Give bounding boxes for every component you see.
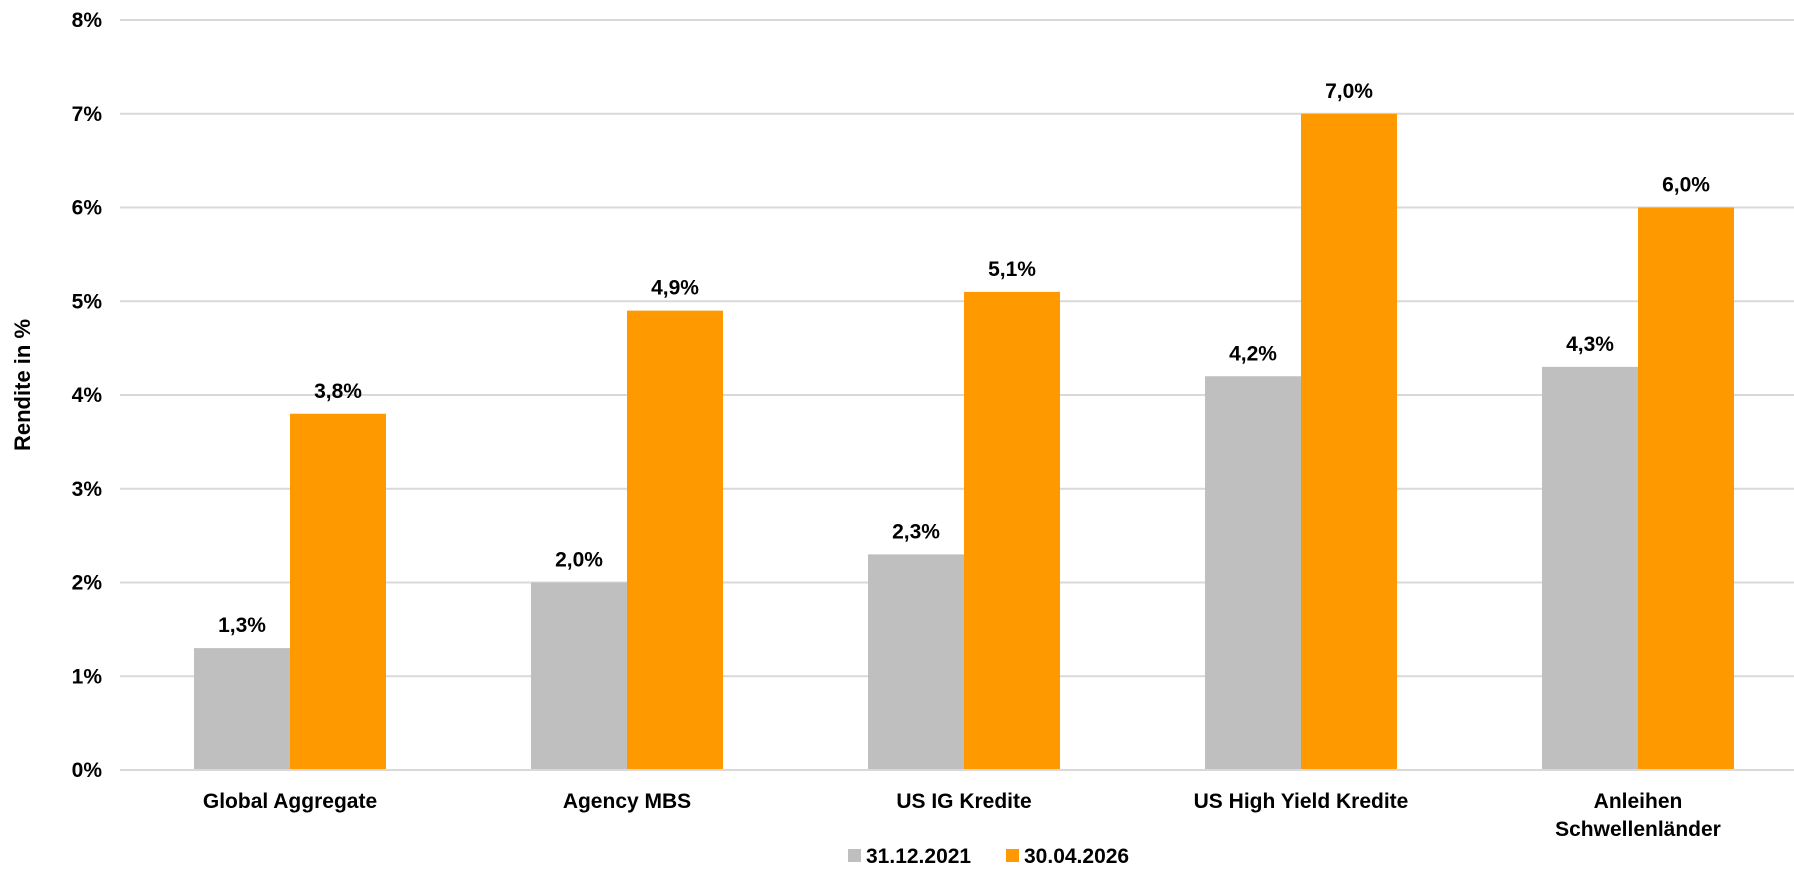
bar xyxy=(531,582,627,770)
category-labels: Global Aggregate Agency MBS US IG Kredite U… xyxy=(203,790,1721,841)
y-axis-ticks: 0% 1% 2% 3% 4% 5% 6% 7% 8% xyxy=(72,9,103,782)
gridlines xyxy=(120,19,1794,678)
bars xyxy=(194,113,1734,770)
data-label: 4,2% xyxy=(1229,342,1277,365)
y-tick-label: 3% xyxy=(72,478,103,501)
legend-swatch xyxy=(848,849,861,862)
category-label: Agency MBS xyxy=(563,790,691,813)
category-label-line: Anleihen xyxy=(1594,790,1683,813)
category-label: Anleihen Schwellenländer xyxy=(1555,790,1721,841)
category-label-line: Agency MBS xyxy=(563,790,691,813)
data-labels: 1,3% 3,8% 2,0% 4,9% 2,3% 5,1% 4,2% 7,0% 4,3% 6,0% xyxy=(218,80,1710,637)
bar xyxy=(290,413,386,770)
data-label: 4,3% xyxy=(1566,333,1614,356)
bar xyxy=(868,554,964,770)
legend-label: 30.04.2026 xyxy=(1024,845,1129,868)
category-label: US IG Kredite xyxy=(896,790,1031,813)
legend-label: 31.12.2021 xyxy=(866,845,971,868)
data-label: 6,0% xyxy=(1662,174,1710,197)
bar xyxy=(1542,366,1638,770)
bar xyxy=(194,648,290,770)
bar xyxy=(1205,376,1301,770)
data-label: 5,1% xyxy=(988,258,1036,281)
y-axis-label: Rendite in % xyxy=(10,319,35,451)
data-label: 3,8% xyxy=(314,380,362,403)
y-tick-label: 0% xyxy=(72,759,103,782)
y-tick-label: 6% xyxy=(72,197,103,220)
category-label: Global Aggregate xyxy=(203,790,377,813)
legend-swatch xyxy=(1006,849,1019,862)
y-tick-label: 4% xyxy=(72,384,103,407)
y-tick-label: 8% xyxy=(72,9,103,32)
category-label-line: US High Yield Kredite xyxy=(1194,790,1409,813)
y-tick-label: 2% xyxy=(72,572,103,595)
category-label: US High Yield Kredite xyxy=(1194,790,1409,813)
data-label: 2,3% xyxy=(892,520,940,543)
y-tick-label: 7% xyxy=(72,103,103,126)
category-label-line: Global Aggregate xyxy=(203,790,377,813)
bar xyxy=(1638,207,1734,770)
data-label: 4,9% xyxy=(651,277,699,300)
bar xyxy=(627,310,723,770)
category-label-line: US IG Kredite xyxy=(896,790,1031,813)
y-tick-label: 5% xyxy=(72,290,103,313)
bar xyxy=(964,291,1060,770)
data-label: 1,3% xyxy=(218,614,266,637)
data-label: 2,0% xyxy=(555,549,603,572)
data-label: 7,0% xyxy=(1325,80,1373,103)
category-label-line: Schwellenländer xyxy=(1555,818,1721,841)
y-tick-label: 1% xyxy=(72,665,103,688)
legend: 31.12.2021 30.04.2026 xyxy=(848,845,1129,868)
bar xyxy=(1301,113,1397,770)
